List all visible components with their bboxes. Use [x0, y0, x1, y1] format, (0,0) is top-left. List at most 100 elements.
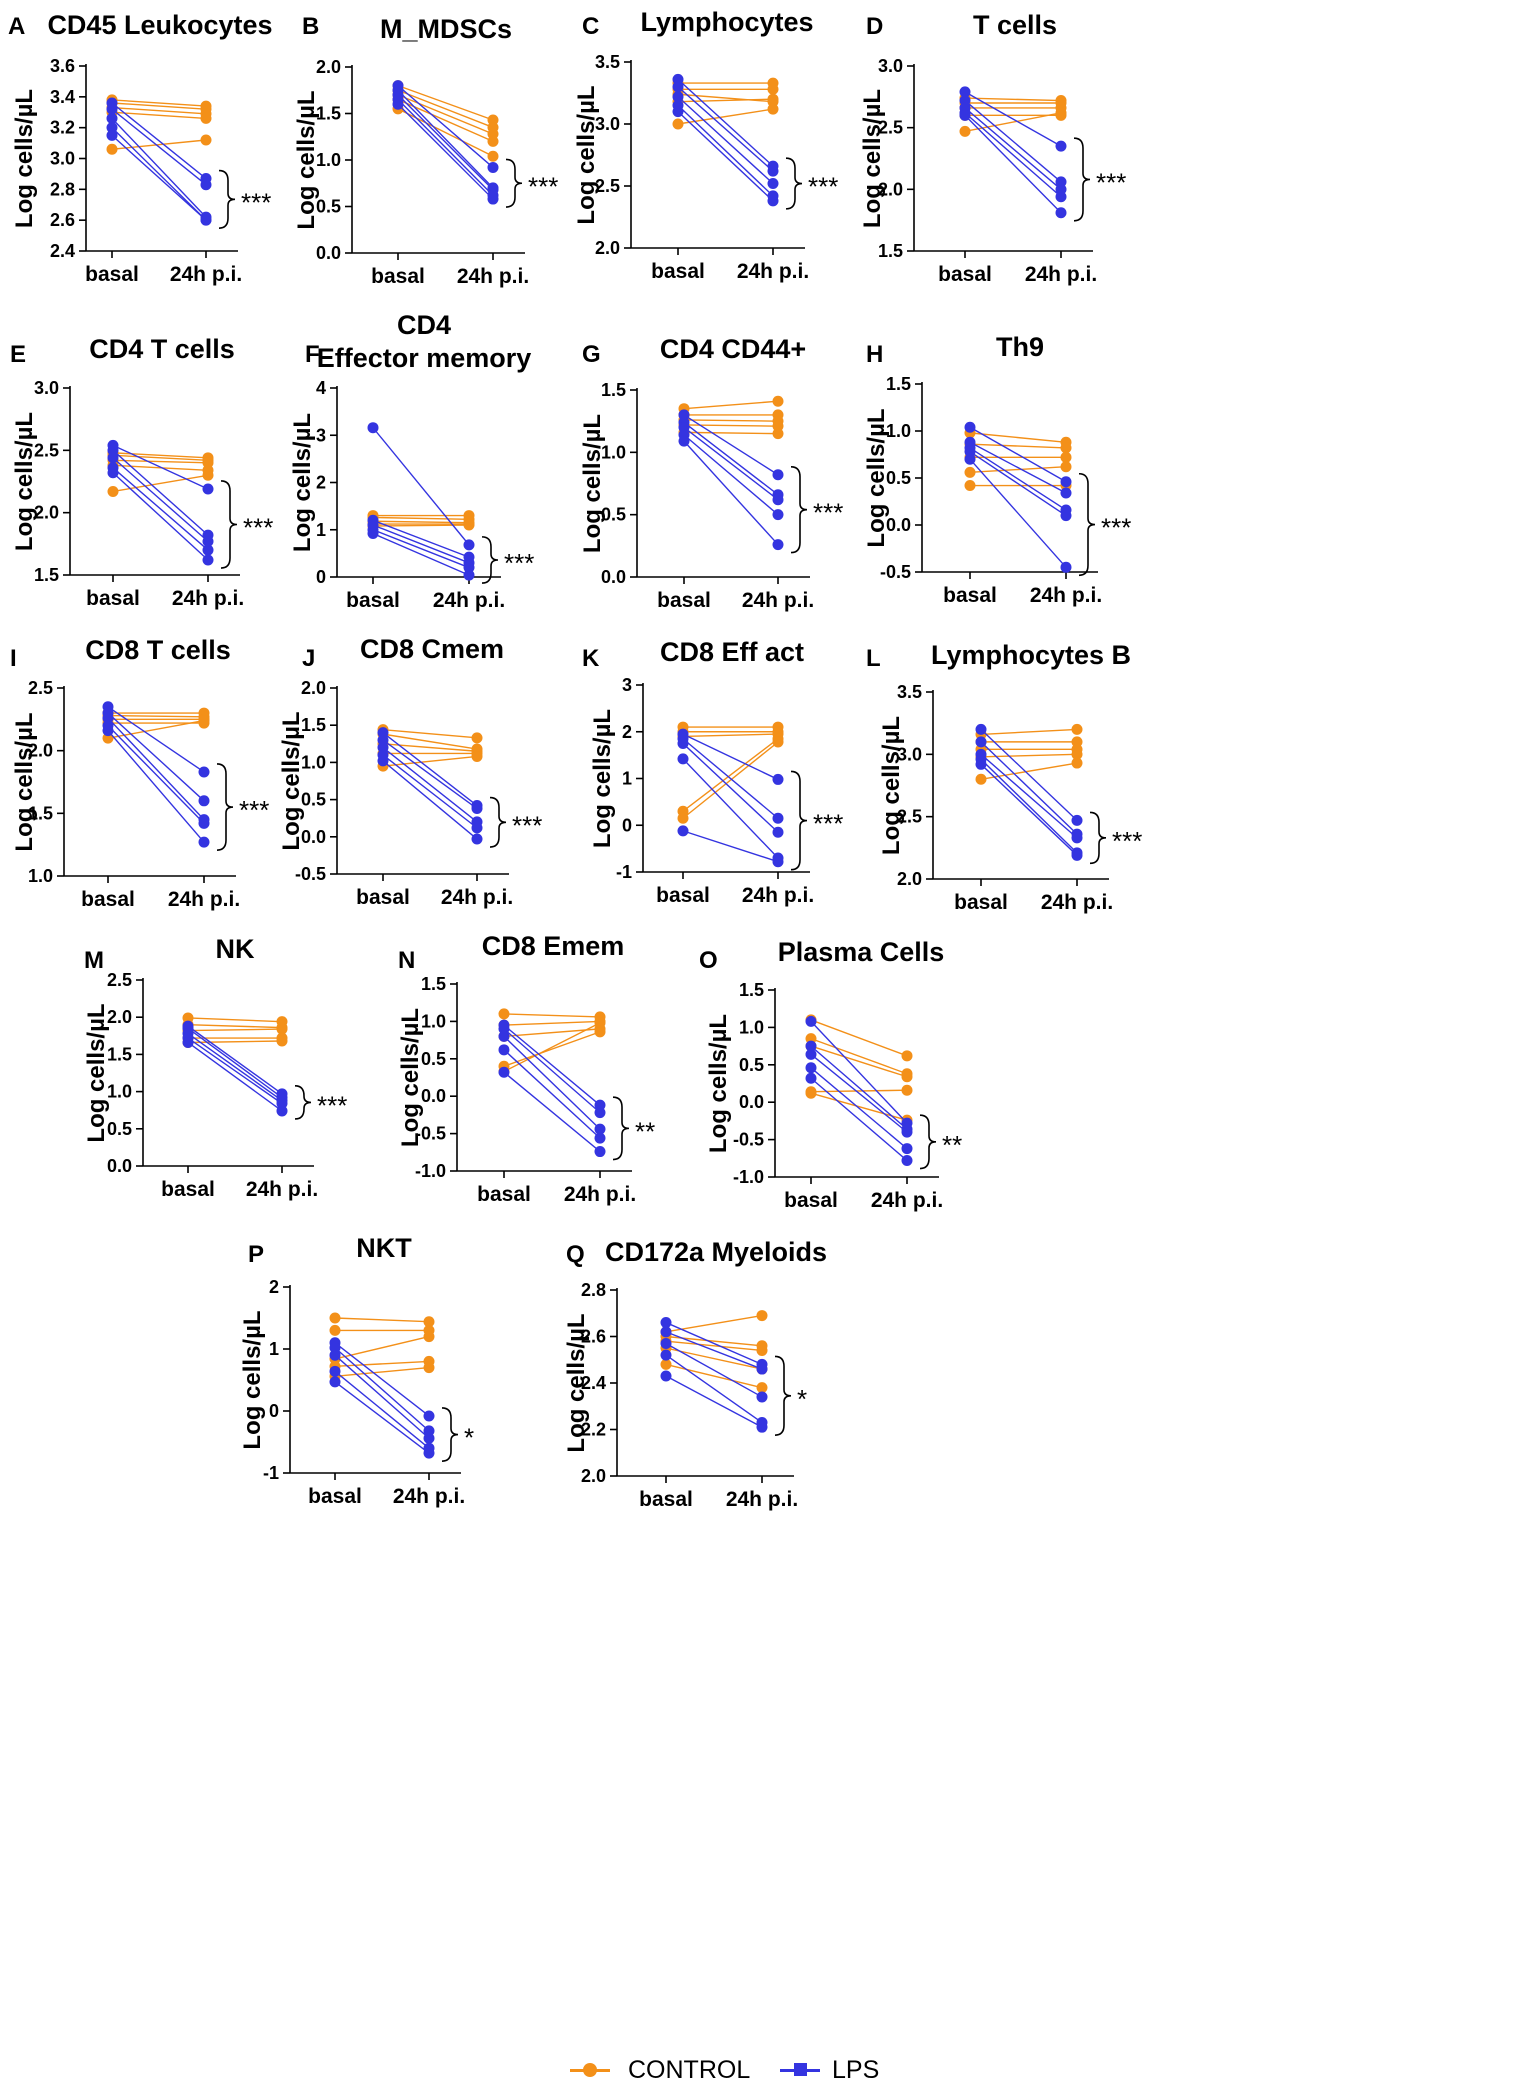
y-tick-label: -0.5	[733, 1130, 764, 1150]
lps-line	[334, 1342, 430, 1417]
control-point-basal	[677, 812, 689, 824]
x-tick-label: 24h p.i.	[172, 587, 244, 610]
control-line	[111, 102, 207, 110]
y-tick-label: 1.5	[739, 980, 764, 1000]
control-line	[112, 454, 209, 462]
lps-point-24h	[487, 193, 499, 205]
panel-letter: P	[248, 1241, 264, 1268]
lps-line	[964, 107, 1062, 190]
lps-point-basal	[392, 98, 404, 110]
control-point-24h	[1060, 461, 1072, 473]
lps-point-24h	[901, 1143, 913, 1155]
control-line	[682, 733, 779, 738]
y-tick-label: 0.0	[316, 243, 341, 263]
significance-brace	[1089, 811, 1107, 865]
x-tick-label: basal	[81, 888, 135, 911]
lps-line	[112, 457, 209, 542]
significance-brace	[441, 1407, 459, 1462]
lps-point-basal	[102, 712, 114, 724]
control-line	[111, 111, 207, 120]
significance-brace	[218, 169, 236, 229]
y-tick-label: 2.2	[581, 1420, 606, 1440]
significance-brace	[489, 796, 507, 848]
lps-point-24h	[1060, 561, 1072, 573]
lps-line	[397, 99, 494, 196]
lps-line	[397, 103, 494, 200]
lps-point-basal	[677, 753, 689, 765]
x-tick-label: 24h p.i.	[742, 884, 814, 907]
y-tick-label: 1.5	[886, 374, 911, 394]
lps-point-basal	[106, 122, 118, 134]
chart-title: NKT	[356, 1233, 412, 1263]
control-line	[503, 1013, 601, 1018]
lps-line	[112, 467, 209, 551]
panel-letter: C	[582, 13, 599, 40]
chart-title: CD8 T cells	[85, 635, 231, 665]
control-line	[683, 400, 779, 410]
control-point-24h	[594, 1017, 606, 1029]
y-tick-label: 2.6	[50, 210, 75, 230]
control-line	[503, 1028, 601, 1038]
x-tick-label: basal	[477, 1183, 531, 1206]
control-line	[187, 1028, 283, 1032]
y-tick-label: 0.5	[301, 790, 326, 810]
lps-line	[677, 104, 774, 197]
legend-control-label: CONTROL	[628, 2055, 751, 2084]
control-point-24h	[202, 469, 214, 481]
control-point-24h	[471, 732, 483, 744]
lps-line	[665, 1375, 763, 1428]
control-line	[112, 452, 209, 459]
y-tick-label: 2	[269, 1277, 279, 1297]
lps-line	[187, 1037, 283, 1105]
lps-point-24h	[1055, 140, 1067, 152]
y-tick-label: 2.5	[595, 176, 620, 196]
legend-control-marker	[583, 2063, 597, 2077]
lps-point-24h	[1060, 476, 1072, 488]
lps-line	[810, 1067, 908, 1150]
panel-p: P NKT Log cells/µL -1 0 1 2 basal 24h p.i. *	[239, 1233, 474, 1508]
control-line	[372, 520, 470, 524]
lps-point-24h	[423, 1432, 435, 1444]
significance-brace	[785, 157, 803, 210]
lps-line	[969, 426, 1067, 483]
significance-label: **	[942, 1130, 962, 1160]
y-tick-label: 2.5	[34, 440, 59, 460]
lps-point-24h	[202, 535, 214, 547]
chart-title: T cells	[973, 10, 1057, 40]
significance-label: ***	[1096, 167, 1126, 197]
lps-point-24h	[772, 469, 784, 481]
lps-point-24h	[202, 554, 214, 566]
significance-brace	[294, 1085, 312, 1120]
chart-title: M_MDSCs	[380, 14, 512, 44]
x-tick-label: basal	[371, 265, 425, 288]
y-tick-label: 0.0	[601, 567, 626, 587]
control-line	[682, 738, 779, 812]
control-point-basal	[672, 118, 684, 130]
y-axis-label: Log cells/µL	[563, 1313, 590, 1452]
control-line	[107, 714, 205, 718]
lps-line	[372, 532, 470, 576]
significance-brace	[1073, 137, 1091, 222]
control-line	[665, 1340, 763, 1352]
y-tick-label: 3	[622, 675, 632, 695]
lps-point-24h	[463, 562, 475, 574]
lps-point-basal	[964, 421, 976, 433]
lps-point-24h	[594, 1123, 606, 1135]
chart-title: NK	[216, 934, 255, 964]
y-axis-label: Log cells/µL	[278, 711, 305, 850]
lps-line	[107, 730, 205, 843]
significance-label: ***	[1101, 513, 1131, 543]
lps-line	[810, 1053, 908, 1133]
y-tick-label: 4	[316, 378, 326, 398]
lps-line	[980, 758, 1078, 854]
x-tick-label: basal	[85, 263, 139, 286]
y-tick-label: 0.5	[886, 468, 911, 488]
lps-point-basal	[182, 1036, 194, 1048]
lps-point-basal	[660, 1326, 672, 1338]
significance-brace	[505, 158, 523, 208]
chart-title: CD4 CD44+	[660, 334, 806, 364]
lps-line	[111, 108, 207, 186]
y-tick-label: 3.2	[50, 118, 75, 138]
lps-line	[107, 706, 205, 773]
